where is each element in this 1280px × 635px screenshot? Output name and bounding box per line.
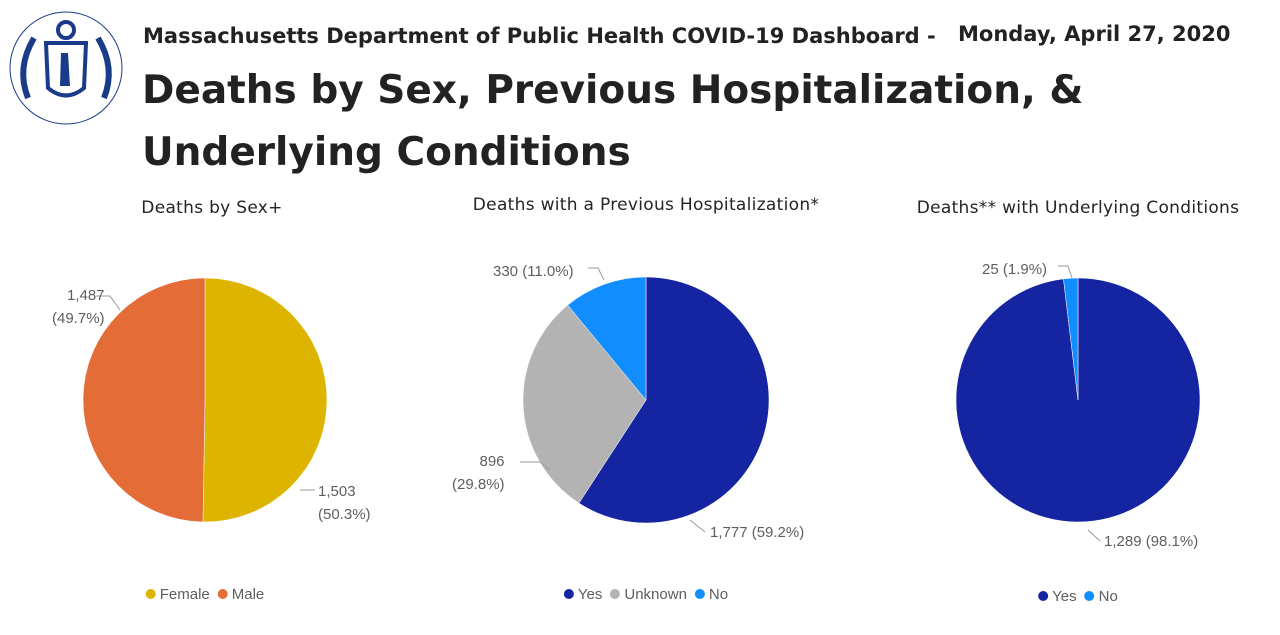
data-label: 1,777 (59.2%) [710,524,805,541]
legend: Yes Unknown No [563,586,728,603]
legend: Yes No [1038,588,1118,605]
legend-item-unknown[interactable]: Unknown [610,586,687,603]
pie-slice-no[interactable] [1063,277,1079,401]
legend-item-female[interactable]: Female [145,586,210,603]
legend-dot-icon [1038,591,1049,601]
chart-title-underlying: Deaths** with Underlying Conditions [916,198,1240,218]
pie-slice-no[interactable] [567,276,647,401]
mass-dph-seal-logo [9,11,123,125]
leader-line [1058,265,1073,279]
leader-line [520,461,551,471]
legend-item-yes[interactable]: Yes [1038,588,1077,605]
legend-item-no[interactable]: No [694,586,728,603]
legend-dot-icon [1084,591,1095,601]
leader-line [588,267,605,281]
pie-slice-female[interactable] [202,277,328,523]
data-label: 1,289 (98.1%) [1104,533,1199,550]
legend-dot-icon [145,589,156,599]
data-label: 330 (11.0%) [493,263,574,280]
legend-dot-icon [217,589,228,599]
chart-title-hospitalization: Deaths with a Previous Hospitalization* [472,195,820,215]
legend-item-male[interactable]: Male [217,586,264,603]
legend-dot-icon [563,589,574,599]
legend-dot-icon [694,589,705,599]
data-label: 1,503 (50.3%) [318,483,371,523]
dashboard-subtitle: Massachusetts Department of Public Healt… [143,24,936,48]
page-title: Deaths by Sex, Previous Hospitalization,… [142,68,1084,175]
legend-item-yes[interactable]: Yes [563,586,602,603]
legend-item-no[interactable]: No [1084,588,1118,605]
report-date: Monday, April 27, 2020 [958,22,1231,46]
leader-line [689,519,706,533]
legend-dot-icon [610,589,621,599]
legend: Female Male [145,586,264,603]
data-label: 25 (1.9%) [982,261,1048,278]
data-label: 896 (29.8%) [452,453,505,493]
leader-line [96,295,121,311]
pie-slice-male[interactable] [82,277,206,523]
data-label: 1,487 (49.7%) [52,287,105,327]
pie-slice-yes[interactable] [578,276,770,524]
leader-line [1087,529,1101,542]
pie-slice-unknown[interactable] [522,304,647,504]
chart-title-sex: Deaths by Sex+ [141,198,283,218]
